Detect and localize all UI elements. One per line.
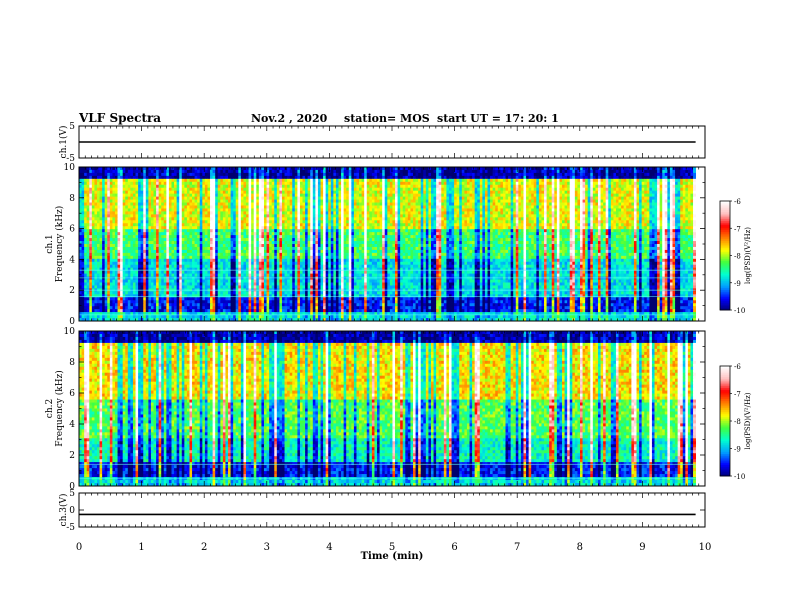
ch1-waveform-ylabel: ch.1(V) — [58, 126, 69, 159]
colorbar-tick-label: -7 — [734, 391, 741, 399]
y-tick-label: 4 — [69, 255, 75, 265]
x-tick-label: 9 — [639, 542, 645, 553]
colorbar-tick-label: -8 — [734, 253, 741, 261]
colorbar-tick-label: -10 — [734, 307, 745, 315]
x-tick-label: 1 — [138, 542, 144, 553]
y-tick-label: 8 — [69, 358, 75, 368]
x-tick-label: 3 — [264, 542, 270, 553]
colorbar-label: log(PSD)(V²/Hz) — [744, 227, 752, 284]
y-tick-label: 8 — [69, 194, 75, 204]
y-tick-label: 5 — [69, 122, 75, 132]
ch2-spectrogram-heatmap — [79, 331, 696, 486]
x-tick-label: 7 — [514, 542, 520, 553]
ch2-spectrogram-ylabel: ch.2 Frequency (kHz) — [45, 370, 65, 447]
x-tick-label: 2 — [201, 542, 207, 553]
ch3-waveform-ylabel: ch.3(V) — [58, 494, 69, 527]
colorbar-tick-label: -8 — [734, 418, 741, 426]
y-tick-label: 0 — [69, 317, 75, 327]
y-tick-label: 6 — [69, 389, 75, 399]
ylabel-line: Frequency (kHz) — [54, 206, 65, 283]
x-axis-label: Time (min) — [361, 551, 424, 562]
ylabel-line: ch.1 — [45, 234, 55, 253]
y-tick-label: 2 — [69, 286, 75, 296]
y-tick-label: 5 — [69, 489, 75, 499]
ylabel-text: ch.1(V) — [58, 126, 69, 159]
x-tick-label: 8 — [577, 542, 583, 553]
x-tick-label: 4 — [326, 542, 332, 553]
y-tick-label: 0 — [69, 506, 75, 516]
y-tick-label: 2 — [69, 451, 75, 461]
ch3-waveform-frame — [79, 493, 705, 527]
colorbar-tick-label: -10 — [734, 473, 745, 481]
ch2-spectrogram-colorbar: -6 -7 -8 -9 -10 log(PSD)(V²/Hz) — [720, 363, 752, 481]
ch1-spectrogram-heatmap — [79, 167, 696, 321]
colorbar-label: log(PSD)(V²/Hz) — [744, 392, 752, 449]
x-tick-label: 10 — [699, 542, 712, 553]
vlf-figure: 5-5ch.1(V)0246810ch.1 Frequency (kHz)0246… — [0, 0, 792, 612]
y-tick-label: 10 — [64, 163, 76, 173]
colorbar-tick-label: -6 — [734, 363, 741, 371]
colorbar-tick-label: -9 — [734, 280, 741, 288]
colorbar-label-text: log(PSD)(V²/Hz) — [744, 392, 752, 449]
ylabel-line: Frequency (kHz) — [54, 370, 65, 447]
colorbar-tick-label: -7 — [734, 225, 741, 233]
colorbar-tick-label: -6 — [734, 198, 741, 206]
colorbar-label-text: log(PSD)(V²/Hz) — [744, 227, 752, 284]
x-tick-label: 0 — [76, 542, 82, 553]
y-tick-label: 4 — [69, 420, 75, 430]
ch1-spectrogram-ylabel: ch.1 Frequency (kHz) — [45, 206, 65, 283]
colorbar-tick-label: -9 — [734, 446, 741, 454]
y-tick-label: 6 — [69, 225, 75, 235]
ch1-spectrogram-colorbar: -6 -7 -8 -9 -10 log(PSD)(V²/Hz) — [720, 198, 752, 315]
x-tick-label: 6 — [451, 542, 457, 553]
ylabel-line: ch.2 — [45, 399, 55, 418]
y-tick-label: 10 — [64, 327, 76, 337]
ylabel-text: ch.3(V) — [58, 494, 69, 527]
